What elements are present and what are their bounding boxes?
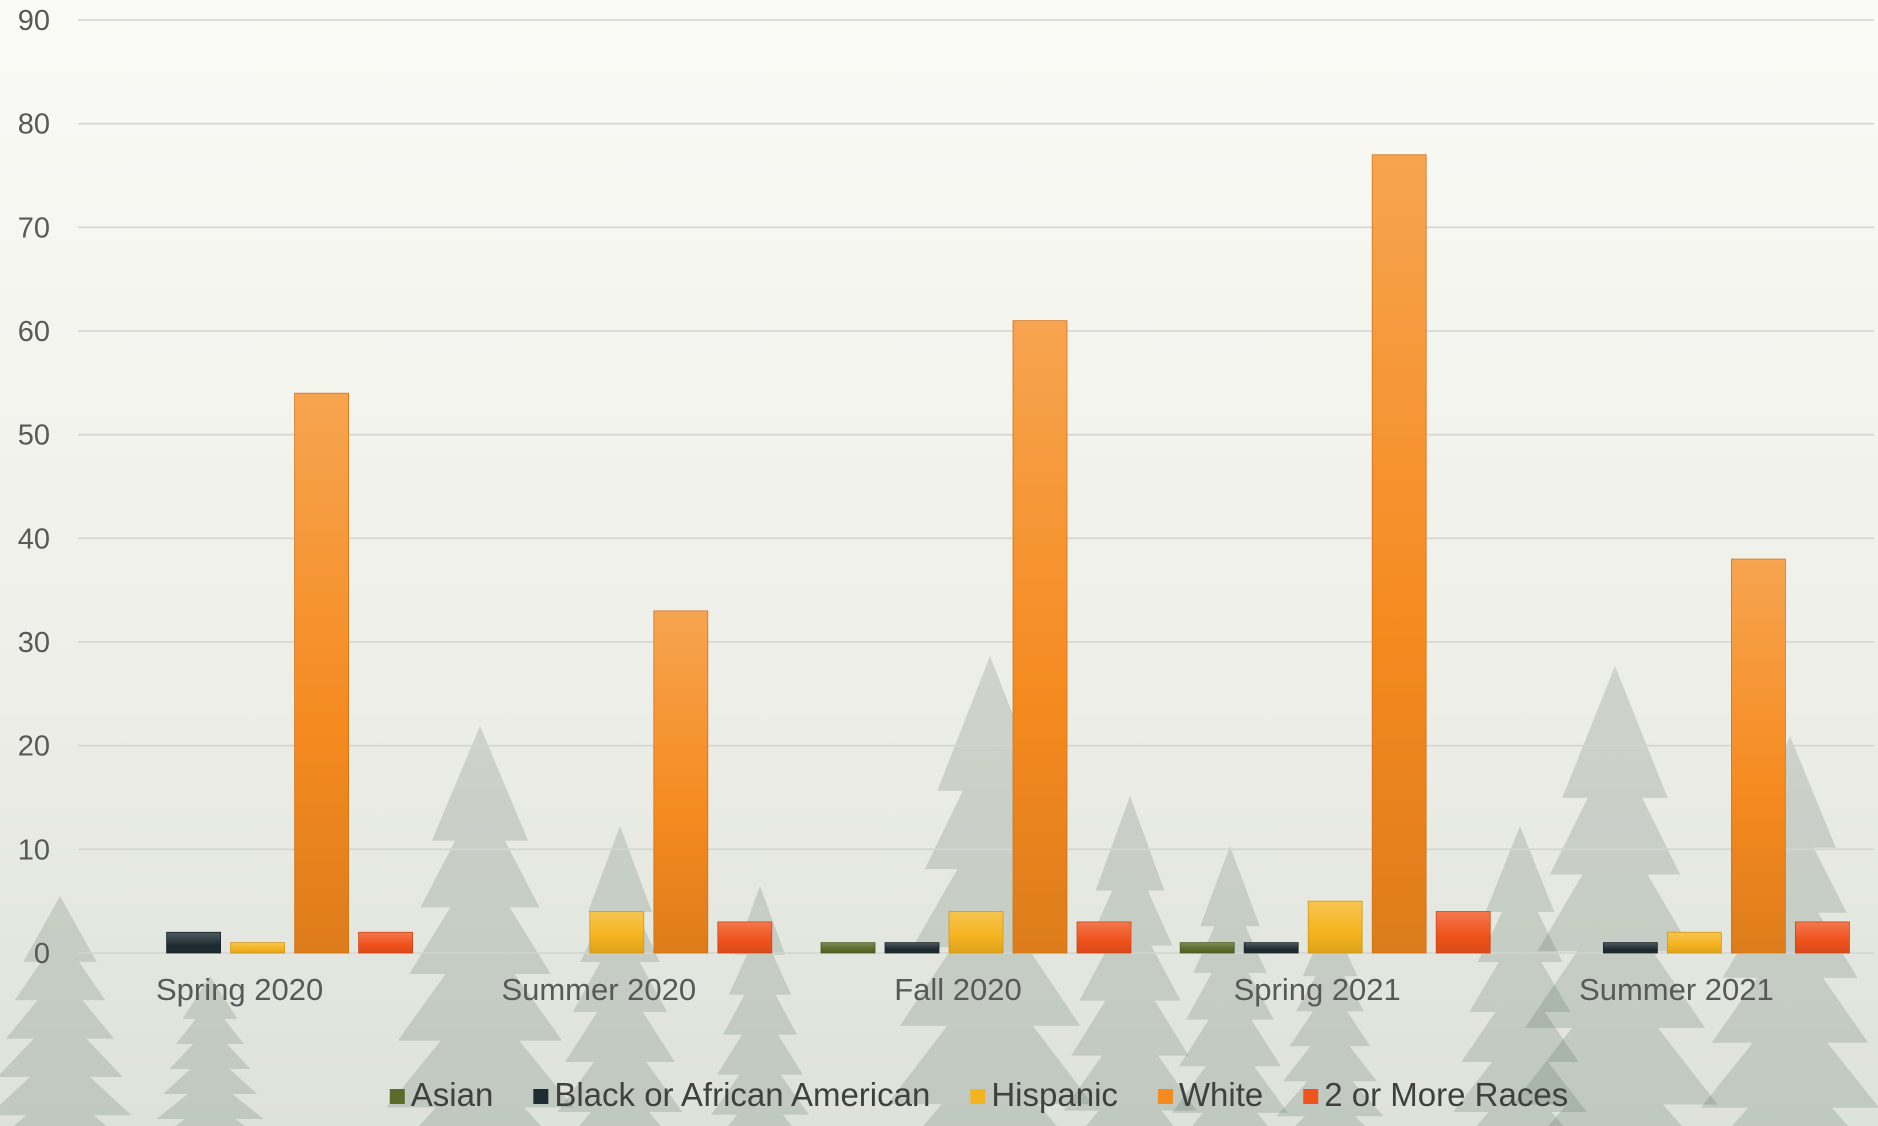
x-category-label: Fall 2020 — [894, 972, 1022, 1007]
y-tick-label: 80 — [18, 109, 50, 141]
legend-label: Hispanic — [991, 1076, 1118, 1113]
bar-black-or-african-american-spring-2021 — [1243, 942, 1299, 954]
legend-item: White — [1157, 1076, 1263, 1113]
bar-2-or-more-races-fall-2020 — [1076, 921, 1132, 954]
bars — [166, 154, 1850, 954]
bar-hispanic-summer-2020 — [589, 911, 645, 954]
legend-label: Asian — [411, 1076, 494, 1113]
bar-hispanic-spring-2021 — [1307, 900, 1363, 954]
legend-label: 2 or More Races — [1324, 1076, 1568, 1113]
bar-2-or-more-races-spring-2021 — [1435, 911, 1491, 954]
legend-swatch — [970, 1089, 986, 1104]
y-tick-label: 60 — [18, 316, 50, 348]
tree-silhouette — [0, 896, 132, 1126]
gridlines — [78, 19, 1874, 954]
legend-swatch — [1303, 1089, 1319, 1104]
bar-white-spring-2020 — [294, 392, 350, 954]
legend-label: Black or African American — [554, 1076, 930, 1113]
tree-silhouette — [1512, 666, 1718, 1126]
x-category-label: Summer 2021 — [1579, 972, 1774, 1007]
bar-white-summer-2020 — [653, 610, 709, 954]
legend-item: Hispanic — [970, 1076, 1118, 1113]
y-tick-label: 70 — [18, 212, 50, 244]
y-tick-label: 0 — [34, 938, 50, 970]
bar-black-or-african-american-summer-2021 — [1603, 942, 1658, 954]
x-axis-categories: Spring 2020 Summer 2020 Fall 2020 Spring 20… — [156, 972, 1774, 1007]
x-category-label: Spring 2021 — [1234, 972, 1401, 1007]
bar-white-fall-2020 — [1012, 320, 1068, 954]
bar-2-or-more-races-summer-2021 — [1795, 921, 1850, 954]
y-tick-label: 30 — [18, 627, 50, 659]
x-category-label: Spring 2020 — [156, 972, 323, 1007]
x-category-label: Summer 2020 — [501, 972, 696, 1007]
bar-black-or-african-american-spring-2020 — [166, 931, 222, 954]
bar-white-spring-2021 — [1371, 154, 1427, 954]
tree-silhouette — [710, 886, 810, 1126]
bar-white-summer-2021 — [1731, 558, 1786, 954]
y-axis-ticks: 0 10 20 30 40 50 60 70 80 90 — [18, 5, 50, 970]
legend-item: 2 or More Races — [1303, 1076, 1568, 1113]
tree-silhouette — [1276, 916, 1384, 1126]
y-tick-label: 50 — [18, 420, 50, 452]
bar-black-or-african-american-fall-2020 — [884, 942, 940, 954]
bar-2-or-more-races-spring-2020 — [358, 931, 414, 954]
tree-silhouette — [156, 976, 264, 1126]
legend-swatch — [533, 1089, 549, 1104]
bar-hispanic-spring-2020 — [230, 942, 286, 954]
y-tick-label: 10 — [18, 834, 50, 866]
legend-item: Asian — [389, 1076, 494, 1113]
bar-2-or-more-races-summer-2020 — [717, 921, 773, 954]
bar-asian-fall-2020 — [820, 942, 876, 954]
legend-swatch — [389, 1089, 405, 1104]
y-tick-label: 20 — [18, 731, 50, 763]
legend: Asian Black or African American Hispanic Wh… — [389, 1076, 1568, 1113]
bar-hispanic-fall-2020 — [948, 911, 1004, 954]
bar-hispanic-summer-2021 — [1667, 931, 1722, 954]
legend-item: Black or African American — [533, 1076, 930, 1113]
legend-swatch — [1157, 1089, 1173, 1104]
legend-label: White — [1179, 1076, 1263, 1113]
y-tick-label: 90 — [18, 5, 50, 37]
tree-silhouette — [1453, 826, 1587, 1126]
y-tick-label: 40 — [18, 523, 50, 555]
bar-asian-spring-2021 — [1179, 942, 1235, 954]
